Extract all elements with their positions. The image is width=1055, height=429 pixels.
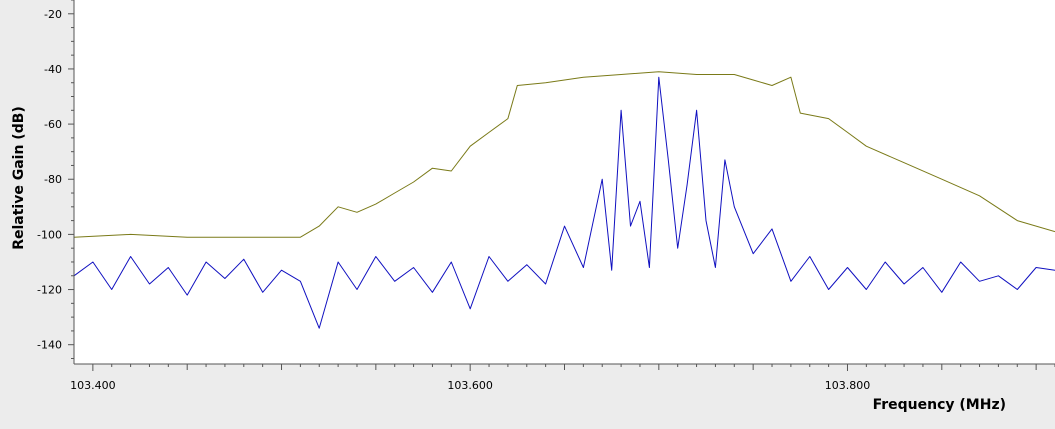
y-tick-label: -140 — [37, 339, 62, 352]
x-axis-label: Frequency (MHz) — [873, 397, 1006, 413]
series-line-1 — [73, 76, 1055, 329]
y-tick-label: -60 — [44, 118, 62, 131]
series-layer — [73, 71, 1055, 329]
y-ticks: -20 -40 -60 -80 -100 -120 -140 — [37, 0, 74, 359]
y-tick-label: -120 — [37, 284, 62, 297]
plot-canvas — [74, 0, 1055, 364]
y-tick-label: -80 — [44, 173, 62, 186]
y-tick-label: -20 — [44, 8, 62, 21]
x-tick-label: 103.400 — [70, 379, 116, 392]
y-tick-label: -100 — [37, 228, 62, 241]
x-tick-label: 103.800 — [825, 379, 871, 392]
y-axis-label: Relative Gain (dB) — [11, 106, 27, 250]
x-ticks: 103.400 103.600 103.800 — [70, 364, 1055, 392]
series-line-0 — [73, 71, 1055, 238]
x-tick-label: 103.600 — [447, 379, 493, 392]
y-tick-label: -40 — [44, 63, 62, 76]
